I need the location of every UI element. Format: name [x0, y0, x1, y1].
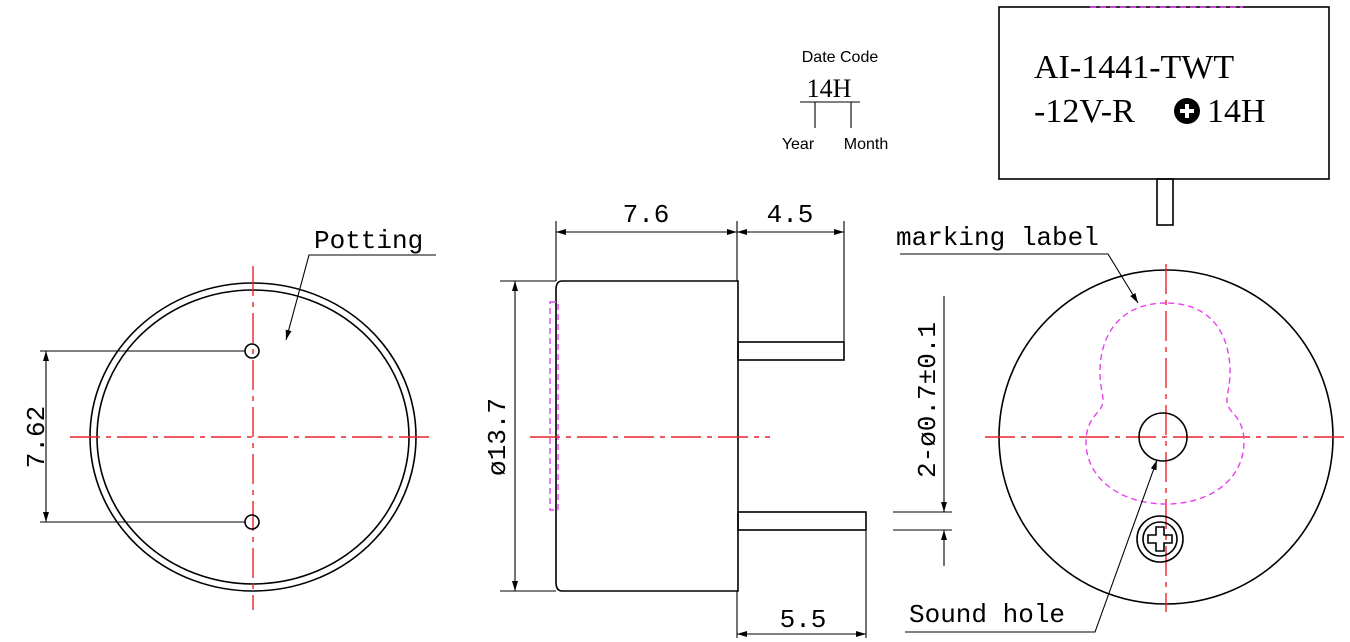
- potting-label: Potting: [314, 226, 423, 256]
- date-code-block: Date Code 14H Year Month: [782, 49, 888, 153]
- pin-dia-value: 2-ø0.7±0.1: [913, 322, 943, 478]
- marking-line-2: -12V-R: [1034, 93, 1135, 130]
- pin-spacing-value: 7.62: [22, 406, 52, 468]
- marking-box: AI-1441-TWT -12V-R 14H: [998, 6, 1330, 226]
- pin-top: [737, 341, 845, 361]
- sound-hole: [1138, 412, 1188, 462]
- top-view: marking label Sound hole 2-ø0.7±0.1: [893, 223, 1350, 633]
- marking-label-text: marking label: [896, 223, 1099, 253]
- marking-label-side: [549, 301, 559, 511]
- plus-terminal-icon: [1136, 515, 1184, 563]
- plus-polarity-icon: [1174, 98, 1200, 124]
- marking-label-leader: [900, 253, 1139, 304]
- month-label: Month: [844, 136, 888, 153]
- pin-bottom: [737, 511, 867, 531]
- marking-line-1: AI-1441-TWT: [1034, 49, 1234, 86]
- diameter-value: ø13.7: [483, 398, 513, 476]
- pin-hole-top: [244, 343, 260, 359]
- marking-label-outline: [1085, 302, 1245, 505]
- marking-box-pin: [1156, 178, 1174, 226]
- bottom-view: 7.62 Potting: [22, 226, 436, 610]
- pin-hole-bottom: [244, 514, 260, 530]
- body-height-value: 7.6: [623, 200, 670, 230]
- year-label: Year: [782, 136, 815, 153]
- side-view: 7.6 4.5 5.5 ø13.7: [483, 200, 867, 638]
- sound-hole-leader: [905, 459, 1158, 633]
- marking-line-2-code: 14H: [1207, 93, 1266, 130]
- sound-hole-label: Sound hole: [909, 600, 1065, 630]
- date-code-title: Date Code: [802, 49, 879, 66]
- potting-leader: [285, 254, 436, 341]
- long-pin-value: 5.5: [780, 605, 827, 635]
- date-code-value: 14H: [807, 74, 852, 103]
- pin-length-value: 4.5: [767, 200, 814, 230]
- body-outline: [555, 280, 739, 592]
